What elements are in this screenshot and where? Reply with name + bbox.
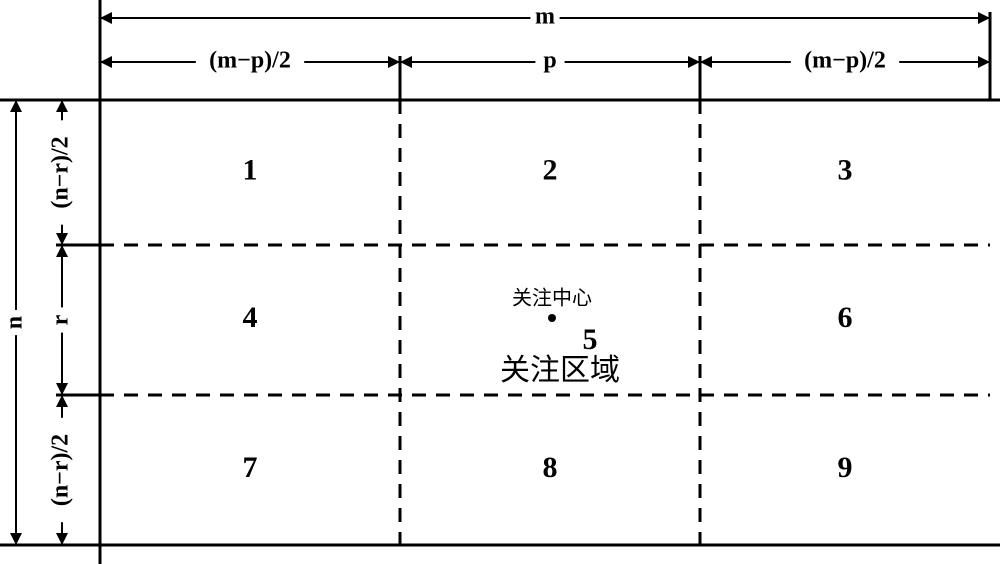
svg-text:m: m: [535, 4, 555, 30]
cell-label-7: 7: [243, 451, 258, 484]
cell-label-6: 6: [838, 301, 853, 334]
cell-label-5: 5: [583, 323, 598, 356]
svg-text:(m−p)/2: (m−p)/2: [804, 48, 886, 74]
cell-label-3: 3: [838, 153, 853, 186]
cell-label-4: 4: [243, 301, 258, 334]
cell-label-8: 8: [543, 451, 558, 484]
svg-text:p: p: [543, 48, 556, 74]
svg-text:(m−p)/2: (m−p)/2: [209, 48, 291, 74]
svg-text:(n−r)/2: (n−r)/2: [48, 434, 74, 506]
cell-label-1: 1: [243, 153, 258, 186]
focus-center-dot: [548, 314, 556, 322]
svg-text:n: n: [2, 316, 28, 329]
cell-label-9: 9: [838, 451, 853, 484]
cell-label-2: 2: [543, 153, 558, 186]
grid-partition-diagram: m (m−p)/2 p (m−p)/2 n (n−r)/2 r (n−r)/2 1 2 3 4 6 7 8 9…: [0, 0, 1000, 564]
focus-center-label: 关注中心: [512, 287, 592, 310]
focus-region-label: 关注区域: [500, 354, 620, 387]
svg-text:r: r: [48, 314, 74, 325]
svg-text:(n−r)/2: (n−r)/2: [48, 136, 74, 208]
